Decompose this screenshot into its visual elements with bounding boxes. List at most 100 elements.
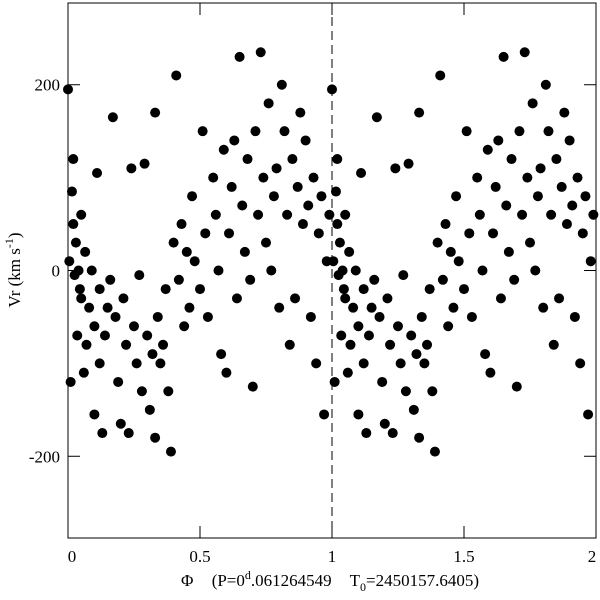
data-point: [472, 172, 483, 183]
data-point: [390, 163, 401, 174]
data-point: [350, 265, 361, 276]
data-point: [276, 79, 287, 90]
data-point: [336, 330, 347, 341]
data-point: [445, 246, 456, 257]
data-point: [522, 172, 533, 183]
data-point: [64, 256, 75, 267]
data-point: [540, 79, 551, 90]
data-point: [237, 200, 248, 211]
data-point: [514, 126, 525, 137]
data-point: [358, 284, 369, 295]
data-point: [313, 228, 324, 239]
data-point: [94, 358, 105, 369]
data-point: [70, 237, 81, 248]
data-point: [234, 51, 245, 62]
data-point: [97, 428, 108, 439]
data-point: [189, 256, 200, 267]
data-point: [76, 209, 87, 220]
data-point: [160, 284, 171, 295]
data-point: [422, 339, 433, 350]
data-point: [105, 274, 116, 285]
data-point: [150, 432, 161, 443]
data-point: [330, 186, 341, 197]
data-point: [147, 349, 158, 360]
data-point: [480, 349, 491, 360]
data-point: [435, 70, 446, 81]
data-point: [395, 358, 406, 369]
data-point: [250, 126, 261, 137]
data-point: [89, 321, 100, 332]
x-tick-label: 0: [68, 547, 77, 566]
data-point: [72, 330, 83, 341]
data-point: [424, 284, 435, 295]
data-point: [411, 349, 422, 360]
data-point: [464, 228, 475, 239]
data-point: [86, 265, 97, 276]
data-point: [387, 428, 398, 439]
data-point: [63, 84, 73, 95]
data-point: [134, 270, 145, 281]
x-label-part: T: [350, 571, 361, 590]
data-point: [150, 107, 161, 118]
data-point: [181, 246, 192, 257]
data-point: [329, 376, 340, 387]
data-point: [158, 339, 169, 350]
data-point: [292, 181, 303, 192]
data-point: [271, 163, 282, 174]
data-point: [353, 321, 364, 332]
data-point: [208, 172, 219, 183]
data-point: [337, 265, 348, 276]
data-point: [559, 107, 570, 118]
x-label-part: d: [245, 568, 251, 582]
data-point: [66, 186, 77, 197]
data-point: [242, 154, 253, 165]
data-point: [255, 47, 266, 58]
data-point: [530, 265, 541, 276]
data-point: [414, 107, 425, 118]
data-point: [131, 358, 142, 369]
data-point: [136, 386, 147, 397]
data-point: [416, 311, 427, 322]
data-point: [284, 339, 295, 350]
data-point: [210, 209, 221, 220]
data-point: [126, 163, 137, 174]
data-point: [488, 228, 499, 239]
data-point: [102, 302, 113, 313]
data-point: [509, 274, 520, 285]
data-point: [144, 404, 155, 415]
data-point: [495, 293, 506, 304]
data-point: [538, 302, 549, 313]
data-point: [493, 135, 504, 146]
data-point: [393, 321, 403, 332]
data-point: [344, 246, 355, 257]
data-point: [419, 358, 430, 369]
data-point: [532, 191, 543, 202]
data-point: [115, 418, 126, 429]
data-point: [503, 246, 514, 257]
data-point: [498, 51, 509, 62]
data-point: [379, 418, 390, 429]
data-point: [353, 409, 364, 420]
data-point: [74, 284, 85, 295]
data-point: [316, 191, 327, 202]
data-point: [408, 404, 419, 415]
data-point: [118, 293, 129, 304]
data-point: [290, 293, 301, 304]
data-point: [129, 321, 139, 332]
data-point: [173, 274, 184, 285]
data-point: [437, 274, 448, 285]
data-point: [334, 237, 345, 248]
data-point: [202, 311, 213, 322]
data-point: [200, 228, 211, 239]
data-point: [184, 302, 195, 313]
data-point: [546, 209, 557, 220]
data-point: [155, 358, 166, 369]
data-point: [366, 302, 377, 313]
data-point: [461, 126, 472, 137]
data-point: [482, 144, 493, 155]
data-point: [525, 237, 535, 248]
data-point: [197, 126, 208, 137]
data-point: [89, 409, 100, 420]
data-point: [519, 47, 530, 58]
data-point: [356, 167, 367, 178]
